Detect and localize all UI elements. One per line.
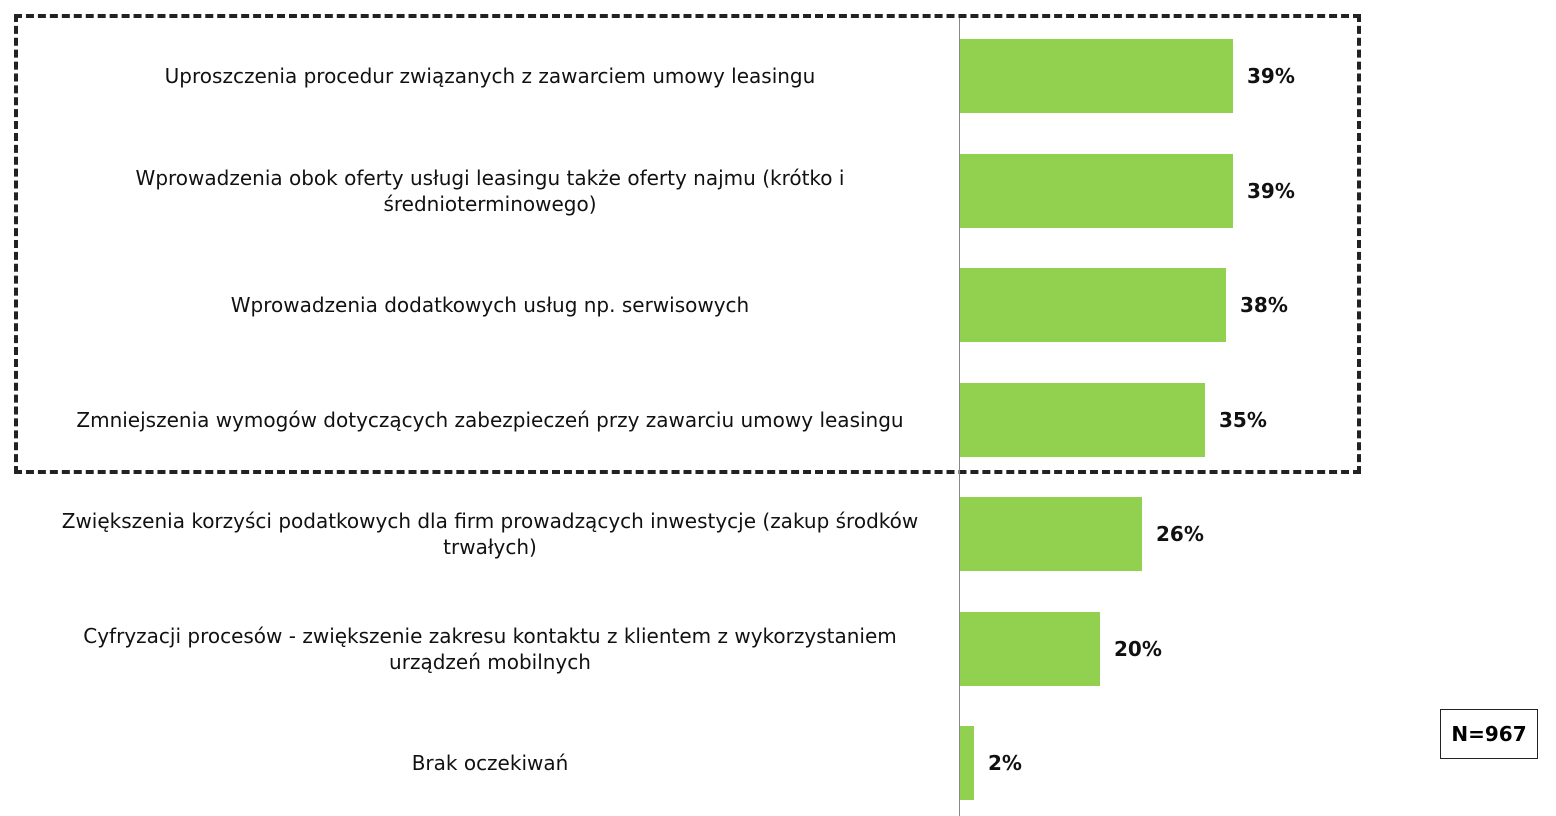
bar xyxy=(960,382,1205,457)
category-label: Zwiększenia korzyści podatkowych dla fir… xyxy=(61,509,919,559)
category-label: Zmniejszenia wymogów dotyczących zabezpi… xyxy=(76,407,904,432)
value-label: 39% xyxy=(1247,178,1295,203)
axis-line xyxy=(959,18,960,816)
category-label: Wprowadzenia dodatkowych usług np. serwi… xyxy=(230,293,750,317)
bar xyxy=(960,611,1100,686)
bar xyxy=(960,726,974,800)
category-label: Uproszczenia procedur związanych z zawar… xyxy=(164,64,816,88)
highlight-box xyxy=(14,14,1361,474)
value-label: 26% xyxy=(1156,522,1204,546)
value-label: 2% xyxy=(988,751,1022,775)
value-label: 20% xyxy=(1114,636,1162,661)
bar xyxy=(960,268,1226,342)
value-label: 39% xyxy=(1247,64,1295,88)
value-label: 35% xyxy=(1219,407,1267,432)
category-label: Brak oczekiwań xyxy=(411,751,569,775)
bar xyxy=(960,39,1233,113)
bar xyxy=(960,497,1142,571)
sample-size-note: N=967 xyxy=(1440,709,1538,759)
category-label: Cyfryzacji procesów - zwiększenie zakres… xyxy=(83,623,897,674)
value-label: 38% xyxy=(1240,293,1288,317)
bar xyxy=(960,153,1233,228)
category-label: Wprowadzenia obok oferty usługi leasingu… xyxy=(135,165,845,216)
